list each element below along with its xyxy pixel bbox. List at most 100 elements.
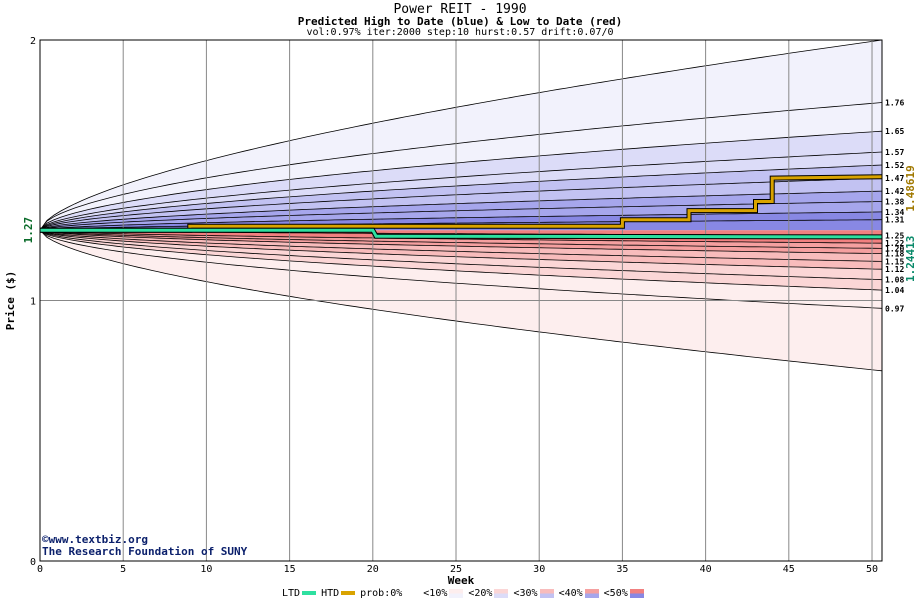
x-tick-label: 25 [450, 564, 462, 575]
legend-ltd-swatch [302, 591, 317, 595]
legend-ltd-label: LTD [282, 587, 301, 599]
legend-band-label: <50% [603, 587, 628, 599]
x-tick-label: 50 [866, 564, 878, 575]
credit-block: ©www.textbiz.org The Research Foundation… [42, 534, 247, 558]
blue-probability-band [40, 191, 882, 231]
quantile-line [40, 201, 882, 231]
copyright-icon: © [42, 533, 49, 546]
red-probability-band [40, 230, 882, 262]
legend-band-20: <20% [468, 588, 510, 599]
quantile-line [40, 229, 882, 249]
quantile-line [40, 190, 882, 231]
y-axis-label: Price ($) [4, 271, 17, 331]
legend-band-swatch [584, 588, 599, 598]
quantile-end-label: 1.42 [885, 187, 904, 196]
htd-line [40, 175, 883, 232]
x-tick-label: 10 [200, 564, 212, 575]
quantile-line [40, 130, 882, 231]
legend-htd-label: HTD [321, 587, 340, 599]
x-tick-label: 15 [284, 564, 296, 575]
quantile-line [40, 102, 882, 231]
quantile-end-label: 1.08 [885, 276, 904, 285]
quantile-end-label: 1.22 [885, 239, 904, 248]
x-tick-label: 45 [783, 564, 795, 575]
red-probability-band [40, 230, 882, 291]
legend-band-label: <10% [423, 587, 448, 599]
legend-prob-label: prob:0% [360, 587, 403, 599]
start-price-label: 1.27 [22, 217, 35, 244]
blue-probability-band [40, 102, 882, 231]
blue-probability-band [40, 40, 882, 231]
quantile-line [40, 40, 882, 231]
y-tick-label: 0 [30, 557, 36, 568]
quantile-line [40, 229, 882, 270]
quantile-line [40, 219, 882, 231]
legend-htd-swatch [341, 591, 356, 595]
quantile-end-label: 1.47 [885, 174, 904, 183]
y-tick-label: 1 [30, 297, 36, 308]
legend-ltd: LTD [282, 588, 318, 599]
legend-prob-swatch [404, 588, 419, 598]
htd-final-value: 1.48619 [904, 165, 917, 211]
quantile-end-label: 0.97 [885, 304, 904, 313]
red-probability-band [40, 230, 882, 270]
quantile-end-label: 1.34 [885, 208, 904, 217]
legend-band-30: <30% [513, 588, 555, 599]
legend-band-swatch [494, 588, 509, 598]
plot-frame [39, 39, 883, 562]
legend-band-50: <50% [604, 588, 646, 599]
quantile-end-label: 1.76 [885, 99, 904, 108]
simulation-parameters: vol:0.97% iter:2000 step:10 hurst:0.57 d… [306, 27, 614, 38]
x-tick-label: 35 [616, 564, 628, 575]
quantile-end-label: 1.04 [885, 286, 904, 295]
credit-organization: The Research Foundation of SUNY [42, 545, 248, 558]
legend-band-swatch [629, 588, 644, 598]
x-axis-label: Week [448, 574, 475, 587]
quantile-end-label: 1.38 [885, 198, 904, 207]
legend-band-swatch [449, 588, 464, 598]
quantile-line [40, 229, 882, 372]
red-probability-band [40, 230, 882, 309]
x-tick-label: 30 [533, 564, 545, 575]
quantile-line [40, 229, 882, 262]
blue-probability-band [40, 165, 882, 231]
quantile-end-label: 1.18 [885, 250, 904, 259]
y-tick-label: 2 [30, 36, 36, 47]
legend-band-swatch [539, 588, 554, 598]
red-probability-band [40, 230, 882, 280]
quantile-line [40, 229, 882, 291]
legend-band-label: <30% [513, 587, 538, 599]
ltd-final-value: 1.24413 [904, 236, 917, 282]
legend-prob: prob:0% [360, 588, 420, 599]
quantile-end-label: 1.25 [885, 231, 904, 240]
quantile-line [40, 229, 882, 281]
quantile-end-label: 1.12 [885, 265, 904, 274]
quantile-end-label: 1.20 [885, 244, 904, 253]
blue-probability-band [40, 201, 882, 231]
blue-probability-band [40, 152, 882, 231]
legend-band-label: <20% [468, 587, 493, 599]
quantile-end-label: 1.57 [885, 148, 904, 157]
credit-url[interactable]: www.textbiz.org [48, 533, 148, 546]
x-tick-label: 20 [367, 564, 379, 575]
blue-probability-band [40, 131, 882, 231]
red-probability-band [40, 230, 882, 254]
legend-band-40: <40% [559, 588, 601, 599]
x-tick-label: 5 [120, 564, 126, 575]
x-tick-label: 40 [700, 564, 712, 575]
legend: LTD HTD prob:0% <10% <20% <30% <40% <50% [282, 586, 649, 600]
quantile-line [40, 164, 882, 231]
blue-probability-band [40, 178, 882, 231]
blue-probability-band [40, 211, 882, 231]
quantile-end-label: 1.15 [885, 257, 904, 266]
quantile-end-label: 1.52 [885, 161, 904, 170]
legend-htd: HTD [321, 588, 357, 599]
legend-band-label: <40% [558, 587, 583, 599]
quantile-line [40, 151, 882, 231]
chart-title: Power REIT - 1990 [393, 2, 527, 17]
quantile-line [40, 229, 882, 254]
quantile-line [40, 229, 882, 244]
quantile-end-label: 1.31 [885, 216, 904, 225]
ltd-line [40, 228, 883, 239]
